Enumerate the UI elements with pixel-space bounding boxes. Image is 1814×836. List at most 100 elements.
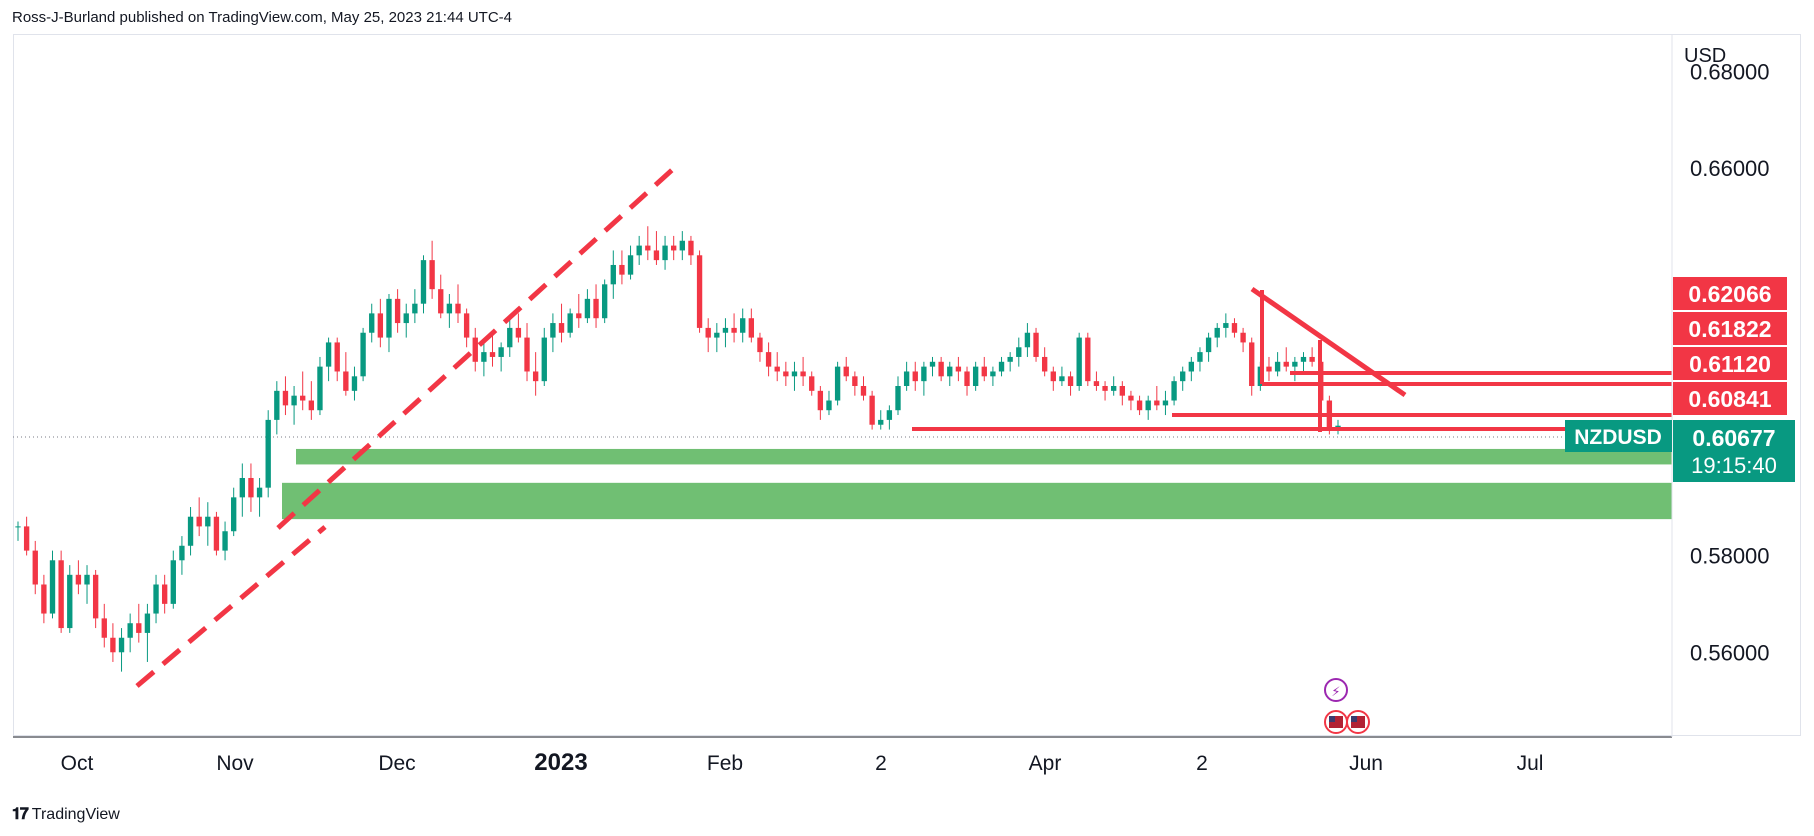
candle-body[interactable] xyxy=(671,245,677,251)
candle-body[interactable] xyxy=(23,526,30,551)
candle-body[interactable] xyxy=(1249,342,1255,386)
candle-body[interactable] xyxy=(567,313,573,333)
candle-body[interactable] xyxy=(869,395,875,425)
candle-body[interactable] xyxy=(696,255,703,328)
candle-body[interactable] xyxy=(1007,356,1013,362)
candle-body[interactable] xyxy=(601,284,608,319)
candle-body[interactable] xyxy=(317,366,323,411)
candle-body[interactable] xyxy=(222,531,228,551)
candle-body[interactable] xyxy=(1024,332,1031,348)
price-level-label[interactable] xyxy=(1673,347,1787,380)
candle-body[interactable] xyxy=(170,560,176,604)
candle-body[interactable] xyxy=(765,352,772,367)
candle-body[interactable] xyxy=(817,390,824,411)
candle-body[interactable] xyxy=(325,342,332,367)
candle-body[interactable] xyxy=(1188,361,1195,372)
candle-body[interactable] xyxy=(722,327,729,333)
candle-body[interactable] xyxy=(1102,386,1108,391)
candle-body[interactable] xyxy=(809,376,815,391)
price-level-label[interactable] xyxy=(1673,277,1787,310)
candle-body[interactable] xyxy=(627,255,634,275)
candle-body[interactable] xyxy=(1085,337,1091,382)
price-level-label[interactable] xyxy=(1673,312,1787,345)
candle-body[interactable] xyxy=(964,371,970,386)
candle-body[interactable] xyxy=(1197,352,1203,362)
candle-body[interactable] xyxy=(351,376,358,391)
candle-body[interactable] xyxy=(740,318,746,333)
candle-body[interactable] xyxy=(653,250,660,261)
candle-body[interactable] xyxy=(576,313,582,319)
candle-body[interactable] xyxy=(1162,400,1169,406)
candle-body[interactable] xyxy=(386,298,392,338)
candle-body[interactable] xyxy=(49,560,56,614)
candle-body[interactable] xyxy=(1309,356,1315,362)
candle-body[interactable] xyxy=(161,584,168,604)
candle-body[interactable] xyxy=(256,487,263,498)
candle-body[interactable] xyxy=(1154,400,1160,406)
candle-body[interactable] xyxy=(886,410,893,420)
candle-body[interactable] xyxy=(1205,337,1212,353)
candle-body[interactable] xyxy=(1136,400,1143,411)
candle-body[interactable] xyxy=(515,327,522,338)
candle-body[interactable] xyxy=(645,245,651,251)
candle-body[interactable] xyxy=(921,366,927,382)
candle-body[interactable] xyxy=(1059,376,1065,382)
candle-body[interactable] xyxy=(446,303,453,314)
candle-body[interactable] xyxy=(662,245,668,261)
candle-body[interactable] xyxy=(110,637,116,653)
candle-body[interactable] xyxy=(360,332,366,377)
candle-body[interactable] xyxy=(1180,371,1186,382)
candle-body[interactable] xyxy=(524,337,530,372)
candle-body[interactable] xyxy=(118,637,125,653)
candle-body[interactable] xyxy=(1231,323,1238,333)
chart-frame[interactable] xyxy=(13,34,1801,736)
candle-body[interactable] xyxy=(369,313,375,333)
candle-body[interactable] xyxy=(15,526,21,528)
candle-body[interactable] xyxy=(774,366,780,372)
candle-body[interactable] xyxy=(334,342,340,372)
candle-body[interactable] xyxy=(748,318,755,338)
candle-body[interactable] xyxy=(205,516,211,527)
candle-body[interactable] xyxy=(912,371,918,382)
candle-body[interactable] xyxy=(239,477,245,498)
candle-body[interactable] xyxy=(1223,323,1229,328)
candle-body[interactable] xyxy=(127,623,133,638)
candle-body[interactable] xyxy=(714,332,720,338)
candle-body[interactable] xyxy=(248,477,254,498)
symbol-tag[interactable] xyxy=(1565,420,1672,452)
candle-body[interactable] xyxy=(507,327,513,348)
candle-body[interactable] xyxy=(1041,356,1048,372)
candle-body[interactable] xyxy=(1076,337,1082,386)
candle-body[interactable] xyxy=(619,264,625,275)
candle-body[interactable] xyxy=(282,390,289,406)
candle-body[interactable] xyxy=(377,313,384,338)
last-price-label[interactable] xyxy=(1673,420,1795,482)
candle-body[interactable] xyxy=(84,574,90,585)
candle-body[interactable] xyxy=(403,313,409,324)
candle-body[interactable] xyxy=(58,560,64,629)
support-zone-2[interactable] xyxy=(282,482,1672,520)
candle-body[interactable] xyxy=(1033,332,1039,357)
candle-body[interactable] xyxy=(412,303,418,314)
candle-body[interactable] xyxy=(1093,381,1100,386)
candle-body[interactable] xyxy=(688,240,694,256)
candle-body[interactable] xyxy=(541,337,547,382)
candle-body[interactable] xyxy=(757,337,763,353)
candle-body[interactable] xyxy=(187,516,194,546)
candle-body[interactable] xyxy=(929,361,936,367)
candle-body[interactable] xyxy=(1145,400,1151,411)
candle-body[interactable] xyxy=(472,337,478,362)
candle-body[interactable] xyxy=(938,361,944,377)
candle-body[interactable] xyxy=(834,366,841,401)
candle-body[interactable] xyxy=(394,298,401,324)
candle-body[interactable] xyxy=(1266,366,1272,372)
candle-body[interactable] xyxy=(990,371,996,377)
candle-body[interactable] xyxy=(947,366,953,377)
candle-body[interactable] xyxy=(1067,376,1074,386)
candle-body[interactable] xyxy=(144,613,151,633)
candle-body[interactable] xyxy=(498,347,504,357)
candle-body[interactable] xyxy=(196,516,202,527)
candle-body[interactable] xyxy=(731,327,737,333)
candle-body[interactable] xyxy=(455,303,461,314)
